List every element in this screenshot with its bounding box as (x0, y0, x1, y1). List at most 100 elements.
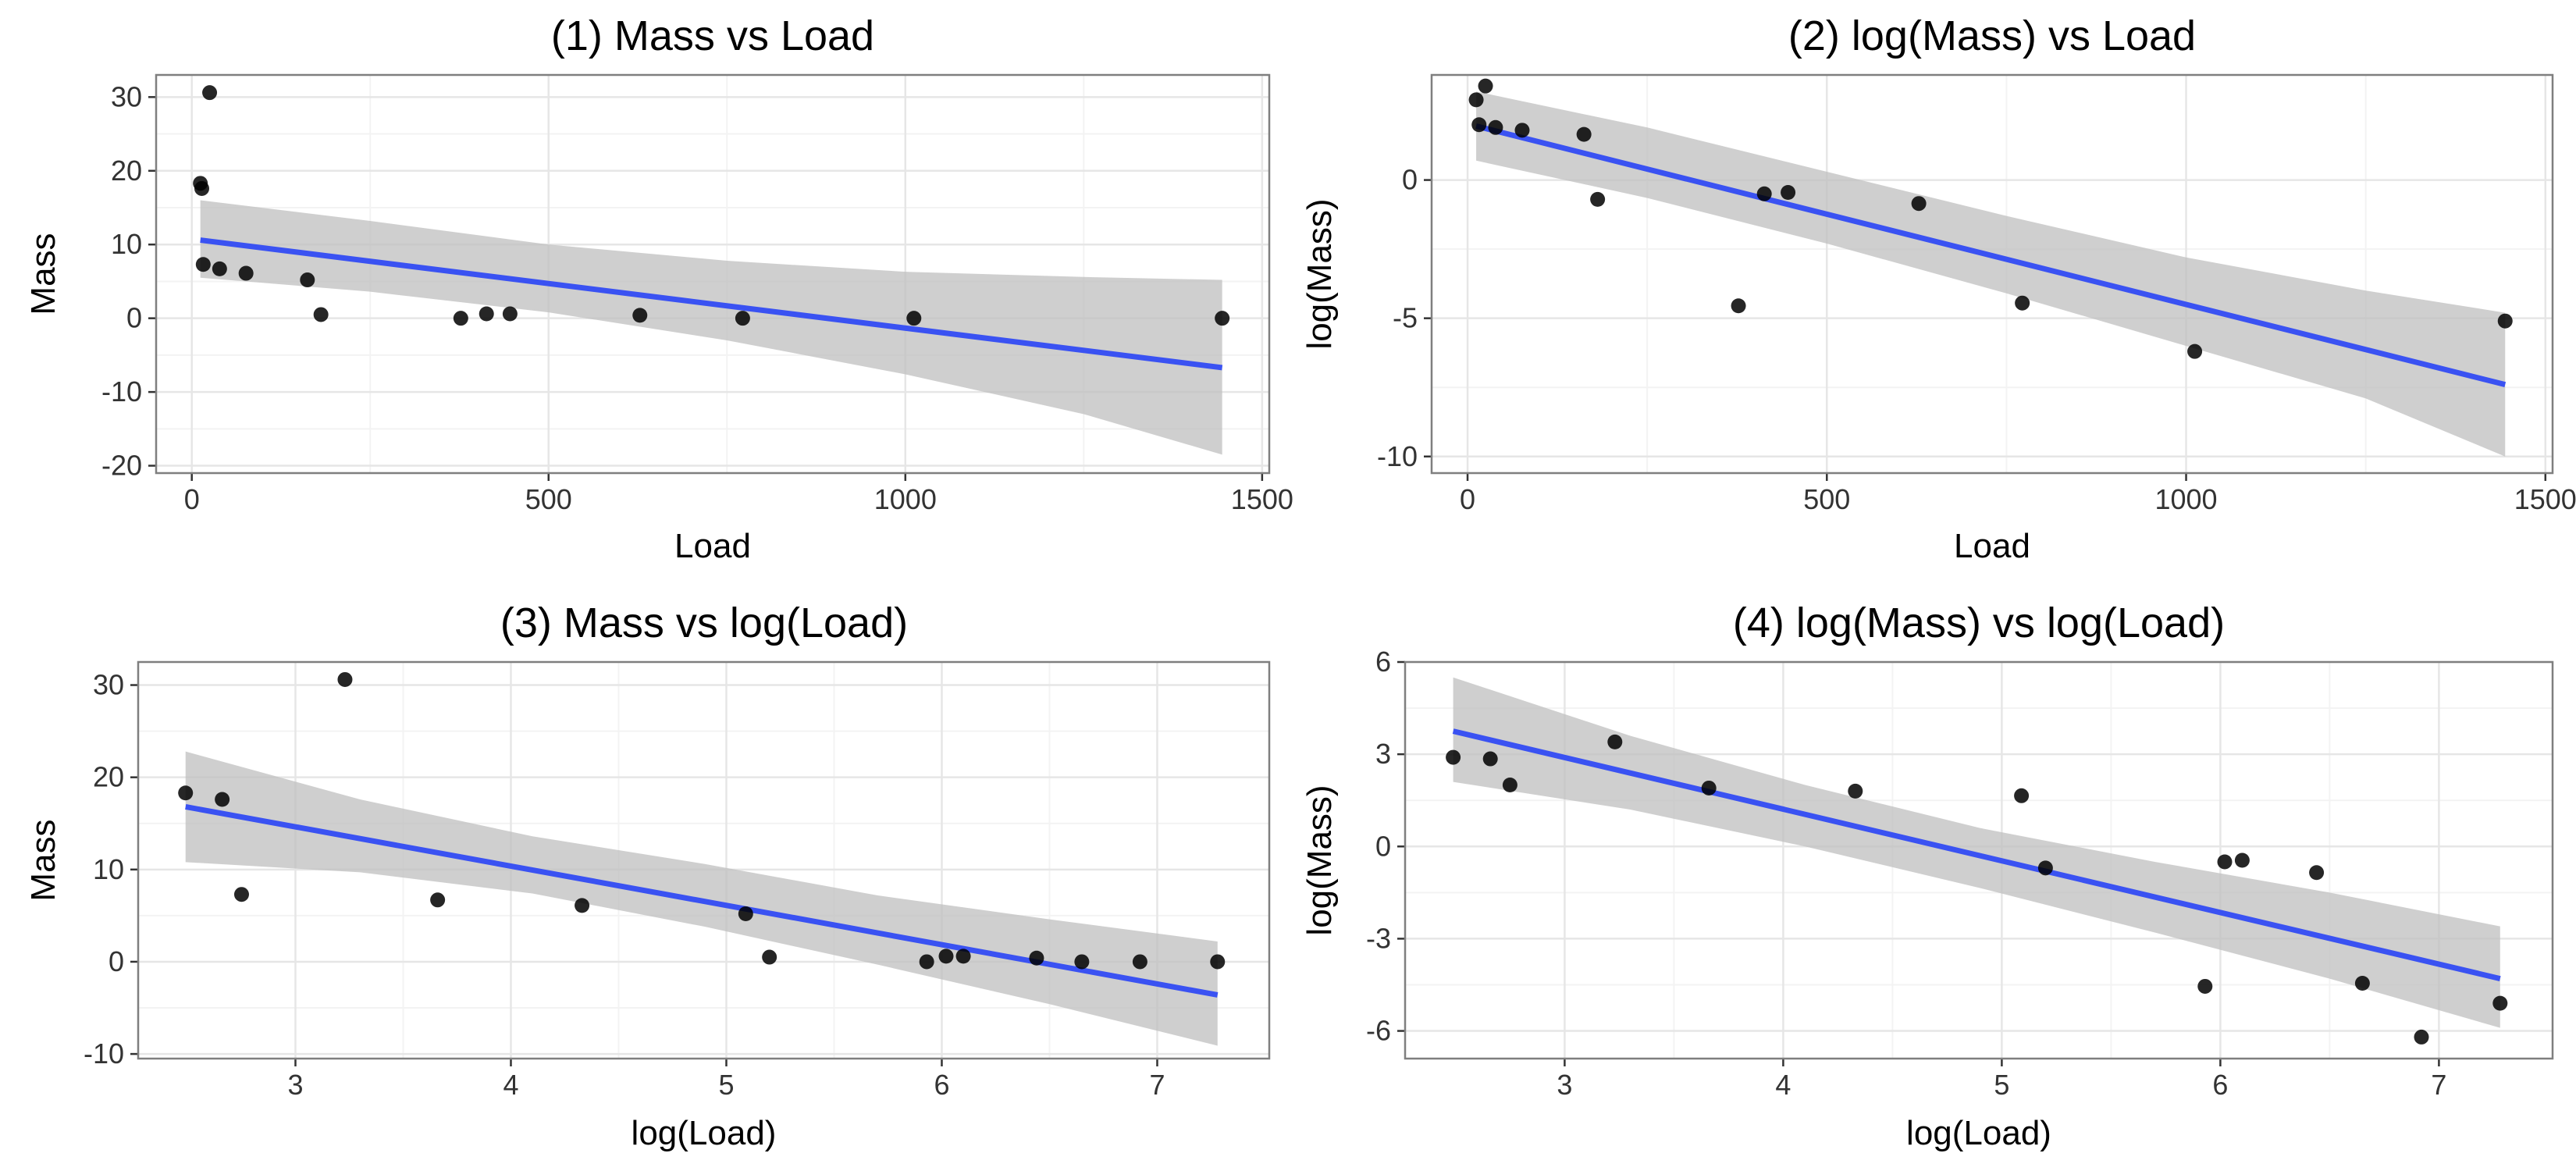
panel-2-data-point (1911, 196, 1927, 212)
panel-4-data-point (2414, 1029, 2429, 1045)
panel-4-xlabel: log(Load) (1906, 1114, 2051, 1152)
panel-1-y-tick-label: 20 (111, 155, 142, 187)
panel-1-data-point (202, 85, 218, 101)
panel-2-x-tick-label: 1500 (2514, 483, 2576, 515)
panel-2-fit-line (1475, 123, 2507, 388)
panel-4-ylabel: log(Mass) (1300, 785, 1339, 935)
panel-4-y-tick-label: 6 (1375, 646, 1391, 678)
panel-2-data-point (2187, 343, 2203, 359)
panel-1-data-point (479, 306, 494, 322)
panel-4-x-tick-label: 5 (1994, 1069, 2009, 1101)
panel-3-data-point (1029, 950, 1044, 966)
panel-3-data-point (919, 954, 934, 970)
panel-4-title: (4) log(Mass) vs log(Load) (1733, 600, 2225, 646)
panel-2-data-point (1590, 191, 1606, 207)
panel-1-data-point (906, 311, 922, 326)
panel-3-data-point (1074, 954, 1090, 970)
panel-1-data-point (313, 307, 329, 322)
panel-3-x-tick-label: 7 (1149, 1069, 1165, 1101)
panel-4-fit-line (1452, 728, 2501, 982)
panel-3-data-point (738, 906, 753, 922)
panel-1-y-tick-label: -20 (101, 450, 142, 482)
panel-1-ylabel: Mass (24, 233, 62, 315)
panel-3-y-tick-label: 20 (93, 761, 124, 793)
panel-3-data-point (575, 898, 590, 913)
panel-1-confidence-ribbon (200, 200, 1222, 455)
panel-2-y-tick-label: -10 (1377, 440, 1418, 472)
panel-2-ylabel: log(Mass) (1300, 198, 1339, 349)
panel-3-fit-line (185, 804, 1219, 998)
panel-4-data-point (2037, 860, 2053, 876)
panel-1-data-point (453, 311, 468, 326)
panel-4-y-tick-label: -3 (1366, 922, 1391, 954)
panel-3-data-point (955, 949, 971, 964)
panel-3-xlabel: log(Load) (632, 1114, 777, 1152)
panel-4-data-point (1446, 749, 1461, 765)
panel-2-data-point (1781, 185, 1796, 201)
panel-1-data-point (300, 272, 315, 288)
panel-1-data-point (735, 311, 750, 326)
panel-1-data-point (502, 306, 518, 322)
panel-1-x-tick-label: 500 (525, 483, 572, 515)
panel-3-x-tick-label: 3 (287, 1069, 303, 1101)
panel-3-data-point (178, 785, 194, 801)
panel-4-y-tick-label: 3 (1375, 738, 1391, 770)
panel-2-data-point (1756, 186, 1772, 201)
panel-4-data-point (1607, 734, 1623, 749)
panel-2-data-point (1478, 78, 1493, 94)
panel-3-data-point (1132, 954, 1147, 970)
panel-4-y-tick-label: 0 (1375, 830, 1391, 862)
panel-4-data-point (1701, 780, 1717, 795)
panel-2-data-point (1514, 123, 1530, 138)
panel-3-y-tick-label: 30 (93, 669, 124, 701)
panel-1-y-tick-label: -10 (101, 376, 142, 408)
panel-2-confidence-ribbon (1476, 91, 2506, 457)
panel-3-panel-border (137, 660, 1271, 1060)
panel-1-x-tick-label: 1500 (1231, 483, 1293, 515)
panel-3-x-tick-label: 6 (934, 1069, 949, 1101)
panel-3-data-point (430, 892, 446, 908)
panel-1-xlabel: Load (674, 527, 751, 565)
panel-2-data-point (1488, 119, 1503, 135)
panel-2: 0 500 1000 1500 -10 -5 0 (2) log(Mass) vs Load… (1300, 12, 2576, 565)
panel-3-data-point (337, 671, 353, 687)
panel-4-data-point (2309, 865, 2325, 881)
panel-1-data-point (238, 265, 254, 281)
panel-2-data-point (2497, 313, 2513, 329)
panel-3-data-point (1210, 954, 1226, 970)
panel-4-data-point (2354, 976, 2370, 991)
panel-3-y-tick-label: 0 (109, 945, 124, 977)
panel-3-x-tick-label: 4 (503, 1069, 518, 1101)
panel-2-data-point (1576, 126, 1592, 142)
panel-4-data-point (1848, 783, 1863, 799)
panel-3-data-point (215, 792, 230, 807)
panel-2-data-point (1731, 298, 1746, 314)
panel-1-panel-border (155, 73, 1271, 475)
panel-1-data-point (195, 257, 211, 272)
panel-2-data-point (2015, 295, 2030, 311)
panel-4-x-tick-label: 4 (1775, 1069, 1791, 1101)
panel-2-xlabel: Load (1954, 527, 2030, 565)
panel-4-data-point (2197, 978, 2213, 994)
panel-3-data-point (762, 949, 777, 965)
panel-1-data-point (194, 180, 210, 196)
panel-2-x-tick-label: 500 (1803, 483, 1850, 515)
panel-4-x-tick-label: 7 (2431, 1069, 2446, 1101)
panel-2-y-tick-label: -5 (1393, 302, 1418, 334)
panel-4-data-point (2234, 852, 2250, 868)
panel-3: 3 4 5 6 7 -10 0 10 20 30 (3) Mass vs log(Load) lo… (24, 600, 1271, 1152)
panel-3-y-tick-label: -10 (84, 1038, 124, 1070)
panel-1-fit-line (200, 237, 1223, 371)
panel-3-data-point (233, 887, 249, 902)
panel-2-panel-border (1430, 73, 2554, 475)
panel-4-y-tick-label: -6 (1366, 1015, 1391, 1047)
panel-1-data-point (632, 308, 648, 323)
panel-3-ylabel: Mass (24, 819, 62, 901)
panel-2-title: (2) log(Mass) vs Load (1788, 12, 2196, 59)
panel-4-x-tick-label: 3 (1557, 1069, 1572, 1101)
panel-4-panel-border (1404, 660, 2554, 1060)
panel-4-data-point (2217, 854, 2233, 870)
panel-1-data-point (212, 261, 227, 276)
panel-1-y-tick-label: 10 (111, 228, 142, 260)
